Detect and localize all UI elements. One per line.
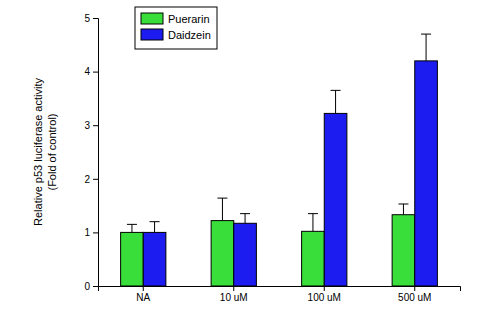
tick-label: 4: [84, 66, 90, 77]
tick-label: 5: [84, 13, 90, 24]
legend: Puerarin Daidzein: [135, 7, 217, 49]
tick-mark: [324, 286, 325, 291]
error-line: [131, 224, 132, 232]
error-cap: [421, 34, 431, 35]
legend-label: Puerarin: [168, 13, 210, 25]
error-line: [154, 222, 155, 233]
tick-mark: [414, 286, 415, 291]
bar: [121, 232, 144, 286]
error-line: [335, 90, 336, 113]
error-bar: [421, 34, 431, 61]
error-bar: [398, 204, 408, 215]
y-axis: 0 1 2 3 4 5: [84, 13, 98, 292]
x-axis: NA 10 uM 100 uM 500 uM: [99, 286, 461, 303]
error-cap: [150, 221, 160, 222]
tick: 100 uM: [308, 286, 341, 303]
tick-label: 3: [84, 120, 90, 131]
error-line: [222, 198, 223, 221]
tick: 1: [84, 227, 98, 238]
bar: [143, 232, 166, 286]
y-axis-title-line: Relative p53 luciferase activity: [32, 78, 44, 226]
tick-mark: [93, 286, 98, 287]
error-line: [245, 214, 246, 224]
error-bar: [150, 222, 160, 233]
tick: 3: [84, 120, 98, 131]
chart: 0 1 2 3 4 5 NA 10 uM 100 uM 500 uM Puerarin Daidzei…: [0, 0, 488, 323]
error-cap: [127, 224, 137, 225]
tick: 500 uM: [398, 286, 431, 303]
tick: 0: [84, 281, 98, 292]
error-line: [426, 34, 427, 61]
legend-swatch: [141, 13, 163, 24]
error-cap: [217, 198, 227, 199]
tick-mark: [93, 125, 98, 126]
series: [143, 34, 437, 286]
bar: [211, 221, 234, 286]
tick-label: 0: [84, 281, 90, 292]
axis-line: [99, 287, 461, 292]
series: [121, 198, 415, 286]
tick-mark: [233, 286, 234, 291]
y-axis-title-line: (Fold of control): [46, 113, 58, 190]
tick-mark: [93, 18, 98, 19]
bar: [392, 215, 415, 286]
error-bar: [331, 90, 341, 113]
legend-box: [135, 7, 217, 49]
error-line: [312, 214, 313, 232]
tick-label: 1: [84, 227, 90, 238]
tick-mark: [93, 232, 98, 233]
tick-label: 100 uM: [308, 292, 341, 303]
tick-label: NA: [136, 292, 150, 303]
tick-label: 2: [84, 174, 90, 185]
axis-line: [93, 19, 99, 287]
bar: [415, 61, 438, 286]
error-cap: [398, 203, 408, 204]
legend-swatch: [141, 29, 163, 40]
error-cap: [308, 213, 318, 214]
tick: 2: [84, 174, 98, 185]
tick: 4: [84, 66, 98, 77]
legend-label: Daidzein: [168, 29, 211, 41]
error-bar: [240, 214, 250, 224]
error-cap: [331, 90, 341, 91]
tick-mark: [143, 286, 144, 291]
bar: [302, 231, 325, 286]
error-bar: [127, 224, 137, 232]
tick: 5: [84, 13, 98, 24]
tick: 10 uM: [220, 286, 248, 303]
tick: NA: [136, 286, 150, 303]
error-cap: [240, 213, 250, 214]
plot: 0 1 2 3 4 5 NA 10 uM 100 uM 500 uM Puerarin Daidzei…: [84, 7, 460, 303]
tick-mark: [93, 179, 98, 180]
tick-label: 500 uM: [398, 292, 431, 303]
tick-label: 10 uM: [220, 292, 248, 303]
tick-mark: [93, 72, 98, 73]
bar: [324, 113, 347, 286]
y-axis-title: Relative p53 luciferase activity(Fold of…: [32, 78, 58, 226]
marks: [121, 34, 438, 286]
error-bar: [217, 198, 227, 221]
error-line: [403, 204, 404, 215]
bar: [234, 223, 257, 286]
error-bar: [308, 214, 318, 232]
